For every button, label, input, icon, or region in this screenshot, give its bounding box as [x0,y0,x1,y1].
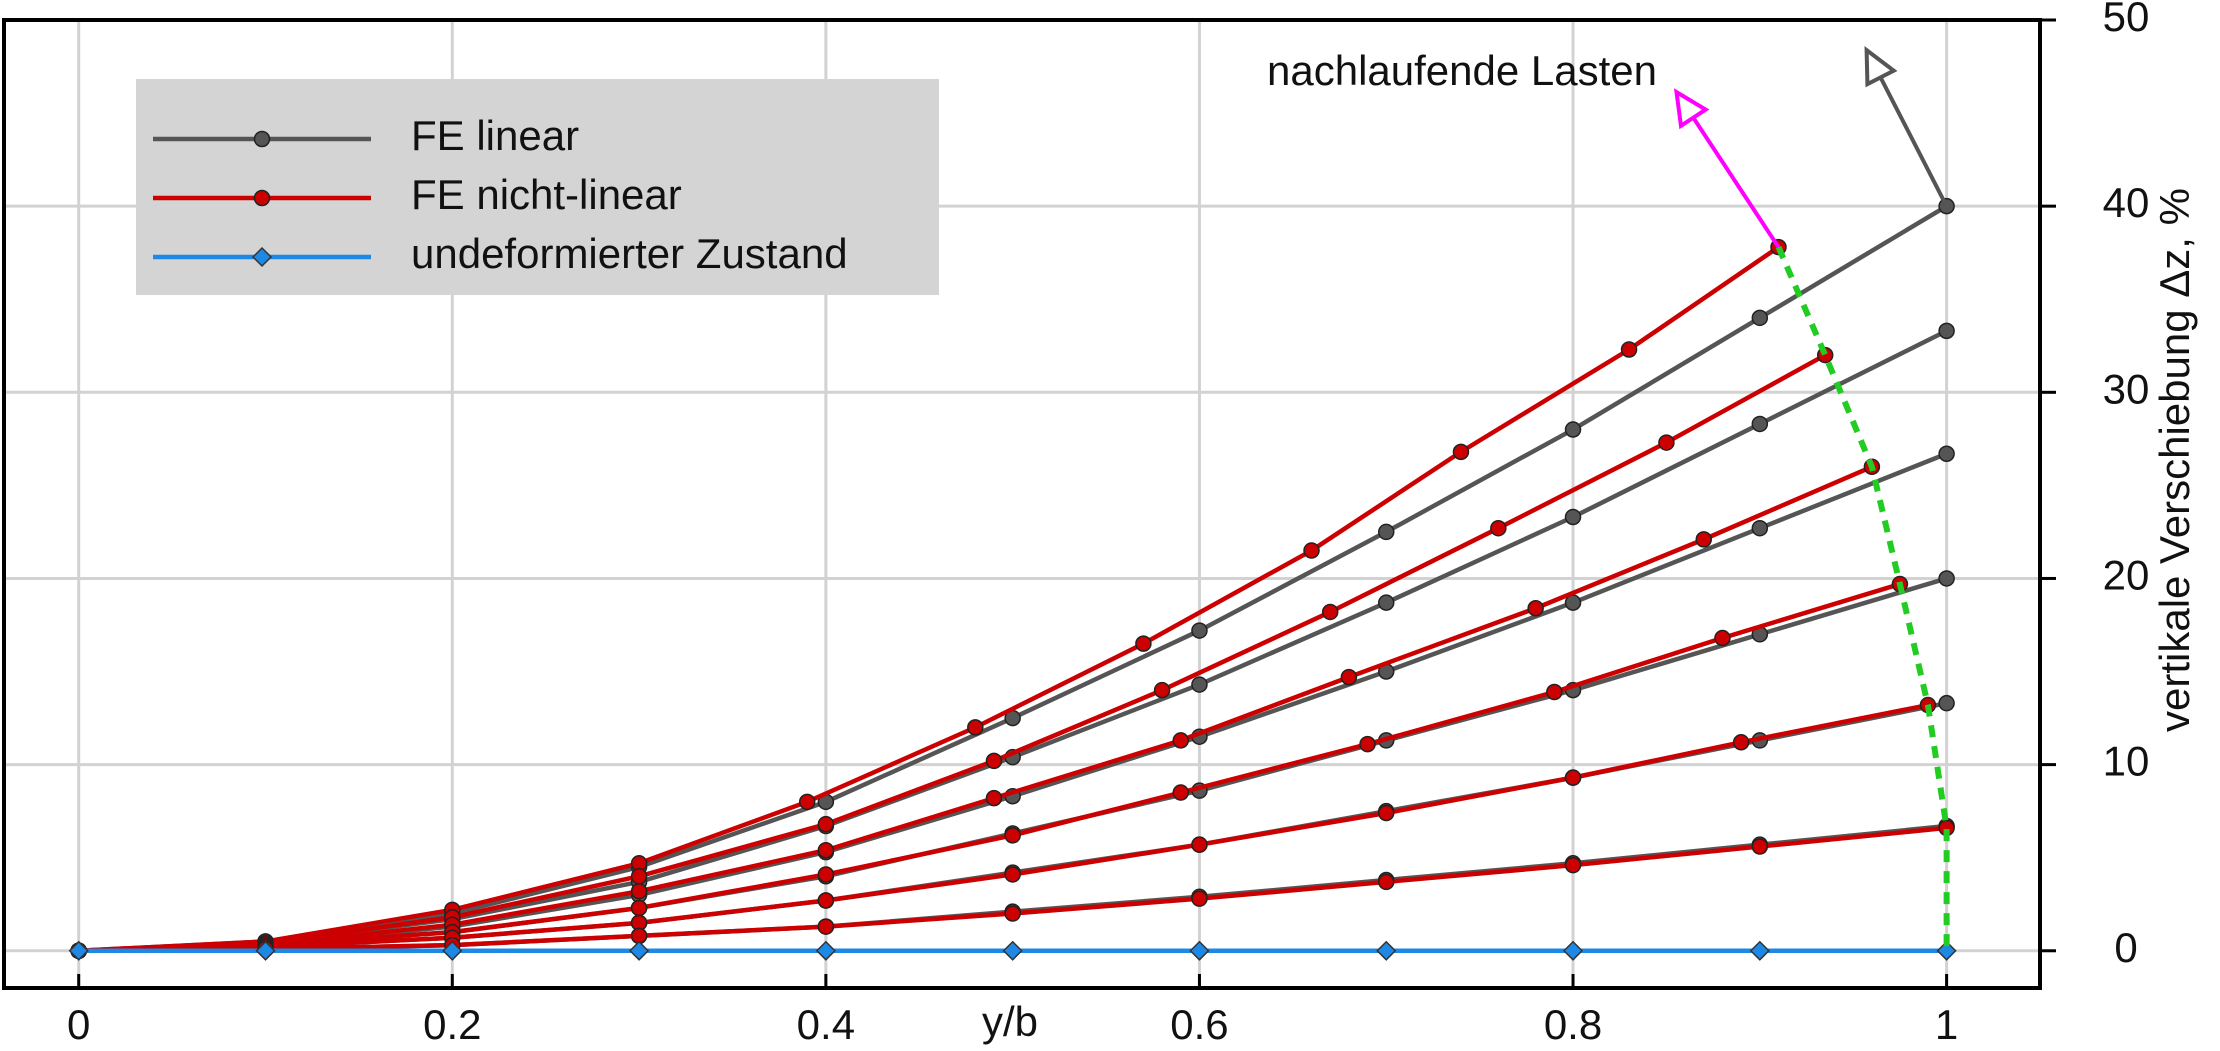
marker [1359,735,1376,753]
marker [1620,341,1638,358]
marker [1732,734,1750,751]
x-tick-label: 0.4 [797,1001,855,1048]
marker [1377,523,1395,541]
marker [1191,890,1208,907]
marker [1191,836,1208,853]
marker [967,719,984,736]
marker [1564,769,1582,786]
marker [1749,940,1770,961]
legend-marker [253,130,271,148]
marker [1938,445,1955,462]
marker [817,866,835,883]
marker [985,789,1003,807]
marker [1303,542,1320,559]
legend-label: FE linear [411,112,579,159]
marker [1695,531,1713,548]
annotation: nachlaufende Lasten [1267,47,1657,94]
marker [1002,940,1023,961]
marker [1658,434,1675,451]
marker [630,882,648,900]
marker [1938,322,1955,340]
marker [1189,940,1210,961]
marker [1527,599,1544,617]
y-axis-label: vertikale Verschiebung Δz, % [2151,188,2198,732]
y-tick-label: 10 [2103,738,2150,785]
x-tick-label: 0.6 [1170,1001,1228,1048]
marker [815,940,836,961]
marker [68,940,89,961]
marker [1172,784,1190,801]
series-line [78,245,1780,954]
marker [1377,804,1395,822]
marker [798,793,816,811]
arrow-head [1673,88,1710,130]
marker [1135,635,1152,652]
marker [1153,681,1171,699]
marker [1321,603,1339,621]
marker [1172,732,1190,749]
marker [817,918,835,935]
marker [1938,694,1955,712]
marker [985,752,1003,770]
plot-frame [2,18,2042,990]
arrow-head [1864,46,1898,88]
legend-marker [253,189,271,207]
marker [1564,856,1582,874]
marker [1191,676,1208,693]
marker [1377,873,1395,891]
y-tick-label: 50 [2103,0,2150,40]
marker [1004,866,1021,883]
marker [630,899,648,917]
marker [1377,594,1395,611]
marker [1490,519,1507,537]
marker [1564,421,1582,438]
marker [1004,827,1021,844]
legend-label: FE nicht-linear [411,171,682,218]
marker [1004,905,1021,922]
marker [817,815,835,833]
y-tick-label: 40 [2103,179,2150,226]
y-tick-label: 20 [2103,552,2150,599]
end-trace [1775,245,1950,951]
marker [1936,940,1957,961]
y-tick-label: 0 [2114,924,2137,971]
marker [1751,519,1769,537]
marker [1938,570,1955,587]
marker [817,892,835,909]
x-tick-label: 0.2 [423,1001,481,1048]
marker [442,940,463,961]
marker [1562,940,1584,961]
marker [630,868,648,885]
marker [817,841,835,859]
x-axis-label: y/b [982,998,1038,1045]
legend-label: undeformierter Zustand [411,230,848,277]
marker [1452,443,1470,461]
marker [1564,508,1582,526]
series-line [78,353,1827,954]
marker [1340,668,1358,686]
marker [1546,683,1563,701]
marker [1751,309,1769,327]
marker [1714,629,1731,647]
x-tick-label: 0.8 [1544,1001,1602,1048]
y-tick-label: 30 [2103,365,2150,412]
x-tick-label: 1 [1935,1001,1958,1048]
marker [1376,940,1397,961]
marker [1751,415,1769,433]
marker [1751,838,1769,855]
marker [629,940,650,961]
marker [255,940,276,961]
marker [1191,622,1208,639]
legend-marker [251,246,273,268]
x-tick-label: 0 [67,1001,90,1048]
